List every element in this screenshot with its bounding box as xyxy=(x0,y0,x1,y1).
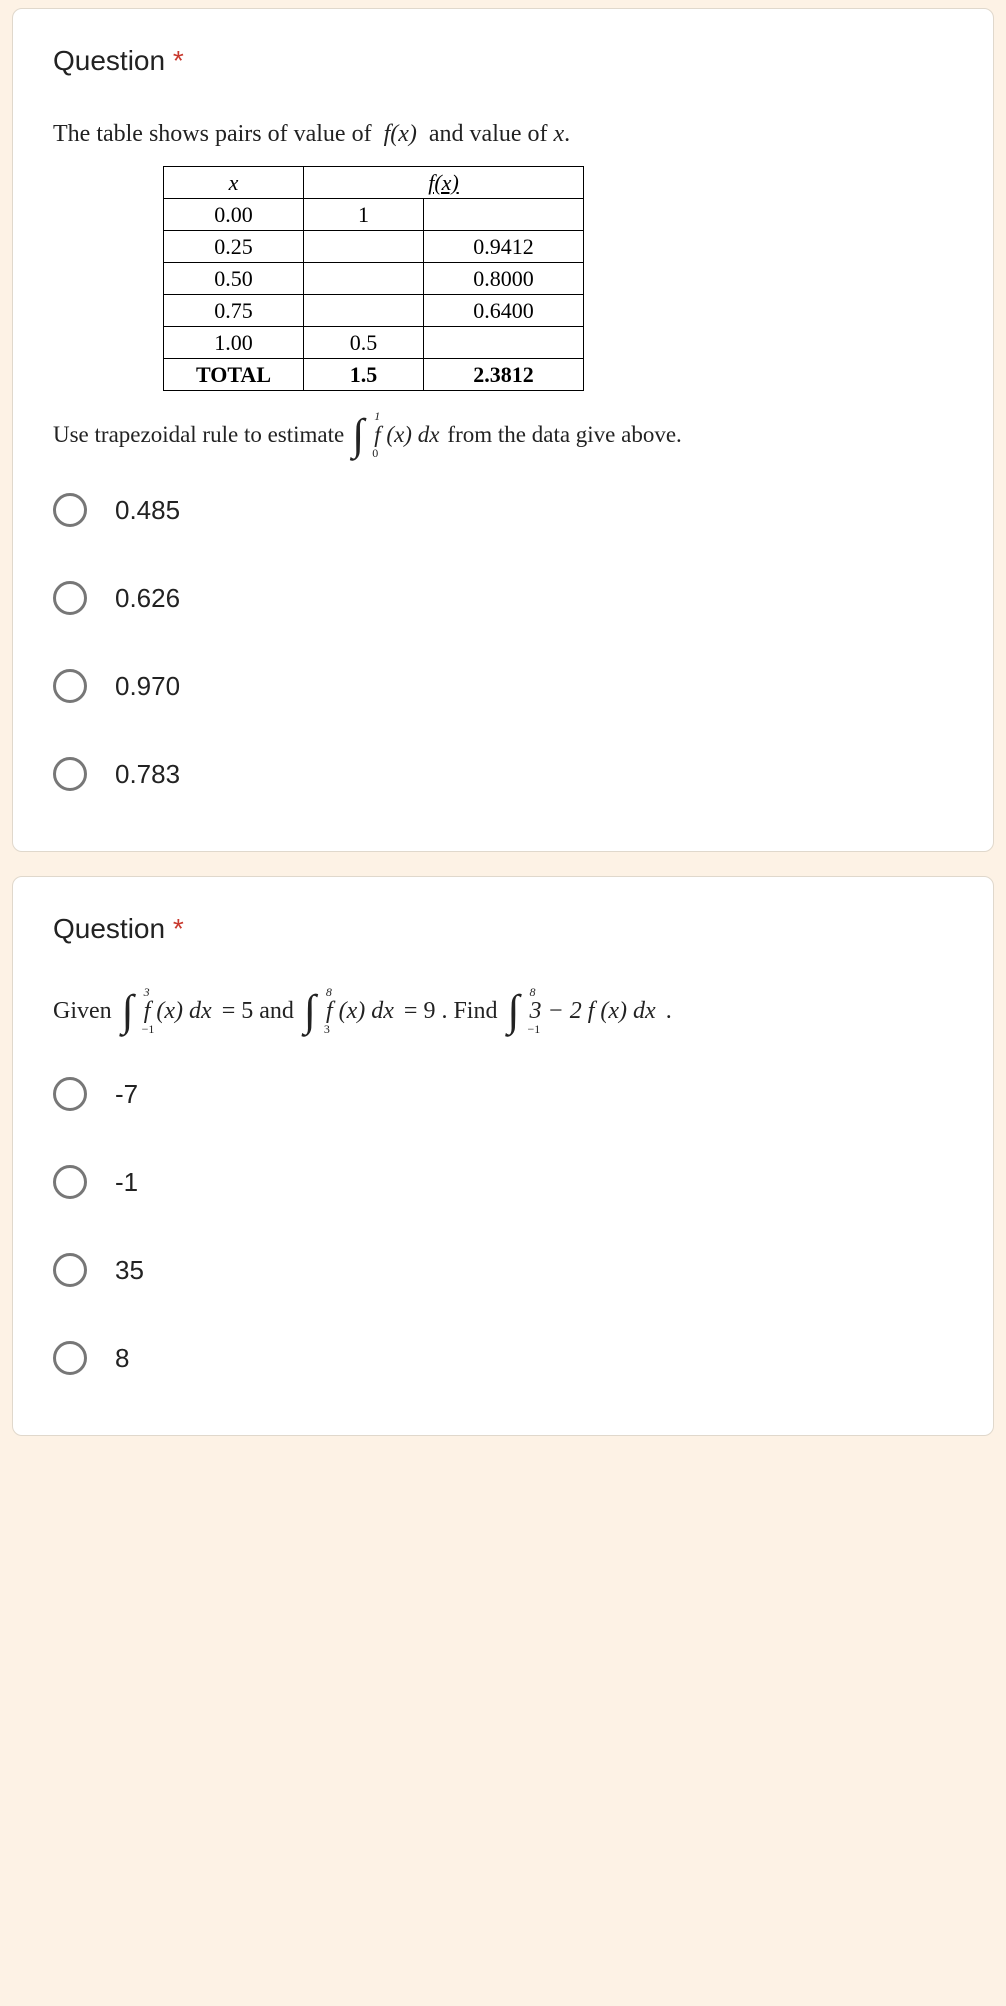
integral-icon: ∫ 1 0 f (x) dx xyxy=(352,413,439,457)
cell-f1: 1 xyxy=(304,199,424,231)
option-label: 0.626 xyxy=(115,583,180,614)
option-row[interactable]: -1 xyxy=(53,1165,953,1199)
question-card-2: Question * Given ∫ 3 −1 f (x) dx = 5 and… xyxy=(12,876,994,1436)
cell-x: 0.50 xyxy=(164,263,304,295)
table-row: 1.00 0.5 xyxy=(164,327,584,359)
trapezoidal-prompt: Use trapezoidal rule to estimate ∫ 1 0 f… xyxy=(53,413,953,457)
option-row[interactable]: 0.970 xyxy=(53,669,953,703)
data-table: x f(x) 0.00 1 0.25 0.9412 0.50 0.8000 0.… xyxy=(163,166,584,391)
radio-icon[interactable] xyxy=(53,669,87,703)
cell-f1 xyxy=(304,231,424,263)
option-row[interactable]: -7 xyxy=(53,1077,953,1111)
integral-icon: ∫ 3 −1 f (x) dx xyxy=(122,989,212,1033)
title-text: Question xyxy=(53,913,165,944)
int-upper: 8 xyxy=(326,985,332,1000)
eq-text: = 5 and xyxy=(222,998,294,1025)
required-asterisk: * xyxy=(173,45,184,76)
option-label: 0.970 xyxy=(115,671,180,702)
cell-f2 xyxy=(424,199,584,231)
int-lower: −1 xyxy=(527,1022,540,1037)
int-lower: −1 xyxy=(142,1022,155,1037)
cell-f1 xyxy=(304,295,424,327)
cell-x: 1.00 xyxy=(164,327,304,359)
cell-f2: 0.9412 xyxy=(424,231,584,263)
int-body: 3 − 2 f (x) dx xyxy=(530,998,656,1025)
title-text: Question xyxy=(53,45,165,76)
option-row[interactable]: 0.626 xyxy=(53,581,953,615)
radio-icon[interactable] xyxy=(53,1165,87,1199)
option-label: -7 xyxy=(115,1079,138,1110)
int-body: f (x) dx xyxy=(374,422,439,448)
question-title: Question * xyxy=(53,913,953,945)
th-fx: f(x) xyxy=(304,167,584,199)
option-label: 0.485 xyxy=(115,495,180,526)
option-row[interactable]: 0.485 xyxy=(53,493,953,527)
option-label: 35 xyxy=(115,1255,144,1286)
question-title: Question * xyxy=(53,45,953,77)
required-asterisk: * xyxy=(173,913,184,944)
trap-pre: Use trapezoidal rule to estimate xyxy=(53,422,344,448)
given-prompt: Given ∫ 3 −1 f (x) dx = 5 and ∫ 8 3 f (x… xyxy=(53,989,953,1033)
option-row[interactable]: 8 xyxy=(53,1341,953,1375)
table-row: 0.00 1 xyxy=(164,199,584,231)
cell-total-f1: 1.5 xyxy=(304,359,424,391)
option-row[interactable]: 35 xyxy=(53,1253,953,1287)
cell-total-label: TOTAL xyxy=(164,359,304,391)
options-group-2: -7 -1 35 8 xyxy=(53,1077,953,1375)
int-lower: 3 xyxy=(324,1022,330,1037)
radio-icon[interactable] xyxy=(53,581,87,615)
int-body: f (x) dx xyxy=(326,998,394,1025)
table-row-total: TOTAL 1.5 2.3812 xyxy=(164,359,584,391)
cell-f2: 0.8000 xyxy=(424,263,584,295)
table-row: 0.50 0.8000 xyxy=(164,263,584,295)
cell-x: 0.75 xyxy=(164,295,304,327)
cell-f2 xyxy=(424,327,584,359)
th-x: x xyxy=(164,167,304,199)
cell-f1 xyxy=(304,263,424,295)
cell-total-f2: 2.3812 xyxy=(424,359,584,391)
radio-icon[interactable] xyxy=(53,1253,87,1287)
eq-text: = 9 . Find xyxy=(404,998,498,1025)
option-label: 0.783 xyxy=(115,759,180,790)
cell-x: 0.00 xyxy=(164,199,304,231)
question-intro: The table shows pairs of value of f(x) a… xyxy=(53,121,953,148)
question-card-1: Question * The table shows pairs of valu… xyxy=(12,8,994,852)
int-lower: 0 xyxy=(372,446,378,461)
int-upper: 8 xyxy=(529,985,535,1000)
option-label: 8 xyxy=(115,1343,129,1374)
eq-text: . xyxy=(666,998,672,1025)
table-row: 0.75 0.6400 xyxy=(164,295,584,327)
radio-icon[interactable] xyxy=(53,1077,87,1111)
options-group-1: 0.485 0.626 0.970 0.783 xyxy=(53,493,953,791)
cell-f2: 0.6400 xyxy=(424,295,584,327)
int-body: f (x) dx xyxy=(144,998,212,1025)
int-upper: 3 xyxy=(144,985,150,1000)
table-row: 0.25 0.9412 xyxy=(164,231,584,263)
integral-icon: ∫ 8 3 f (x) dx xyxy=(304,989,394,1033)
radio-icon[interactable] xyxy=(53,493,87,527)
integral-icon: ∫ 8 −1 3 − 2 f (x) dx xyxy=(507,989,655,1033)
option-row[interactable]: 0.783 xyxy=(53,757,953,791)
int-upper: 1 xyxy=(374,409,380,424)
given-text: Given xyxy=(53,998,112,1025)
cell-f1: 0.5 xyxy=(304,327,424,359)
radio-icon[interactable] xyxy=(53,1341,87,1375)
trap-post: from the data give above. xyxy=(447,422,681,448)
option-label: -1 xyxy=(115,1167,138,1198)
cell-x: 0.25 xyxy=(164,231,304,263)
radio-icon[interactable] xyxy=(53,757,87,791)
